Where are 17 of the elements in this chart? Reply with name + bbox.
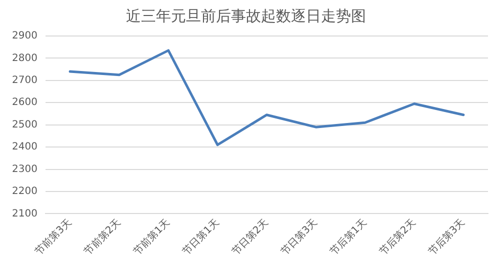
x-tick-label: 节后第3天 bbox=[426, 216, 468, 258]
y-tick-label: 2500 bbox=[12, 119, 38, 130]
chart-title: 近三年元旦前后事故起数逐日走势图 bbox=[126, 6, 366, 25]
x-tick-label: 节日第2天 bbox=[229, 216, 271, 258]
y-tick-label: 2200 bbox=[12, 186, 38, 198]
x-tick-label: 节日第3天 bbox=[278, 216, 320, 258]
y-tick-label: 2600 bbox=[12, 97, 38, 108]
y-tick-label: 2900 bbox=[12, 30, 38, 42]
y-tick-label: 2300 bbox=[12, 164, 38, 175]
x-tick-label: 节日第1天 bbox=[180, 216, 222, 258]
y-tick-label: 2700 bbox=[12, 75, 38, 86]
x-tick-label: 节后第2天 bbox=[376, 216, 418, 258]
x-tick-label: 节前第1天 bbox=[131, 216, 172, 258]
x-tick-label: 节前第2天 bbox=[82, 216, 124, 258]
y-tick-label: 2400 bbox=[12, 142, 38, 153]
y-tick-label: 2800 bbox=[12, 52, 38, 64]
x-tick-label: 节后第1天 bbox=[328, 216, 370, 258]
